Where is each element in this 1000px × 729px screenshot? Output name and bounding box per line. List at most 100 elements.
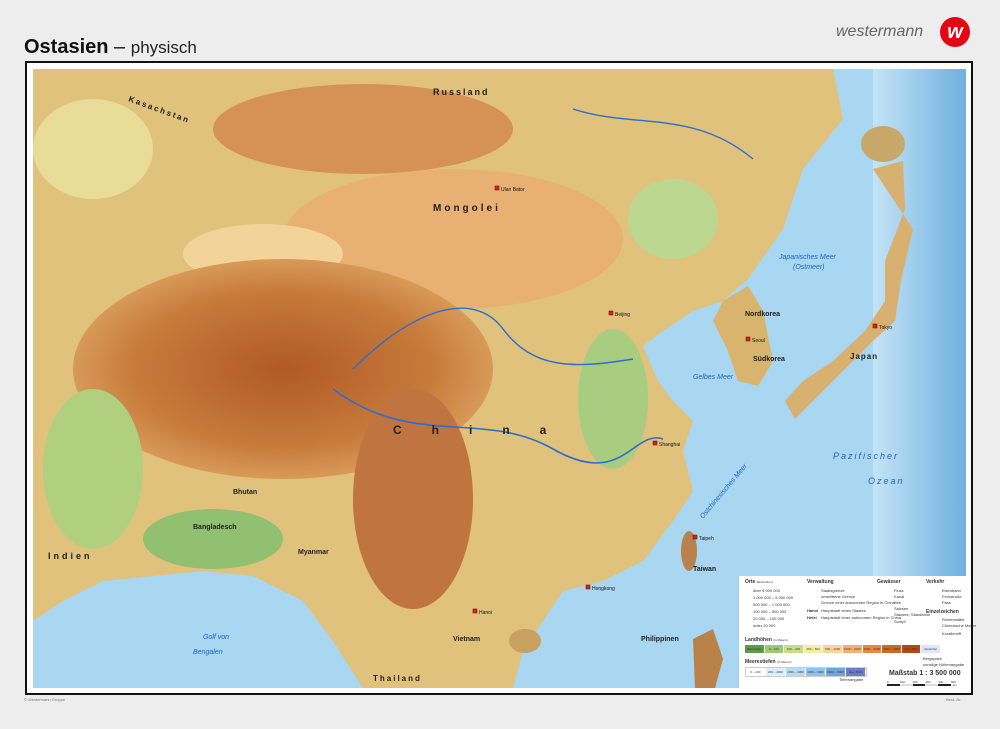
city-ulanbator-marker[interactable] [494, 185, 500, 191]
city-hanoi: Hanoi [479, 610, 492, 616]
korea [713, 286, 773, 386]
legend-swatch: über 8000 [846, 668, 866, 676]
philippines [693, 629, 723, 688]
scale-segment [925, 684, 939, 686]
city-beijing: Beijing [615, 312, 630, 318]
legend-orte-4: 20 000 – 100 000 [753, 616, 785, 621]
legend-landhoehen-title: Landhöhen (in Metern) [745, 637, 788, 643]
scale-bar: 0 100 200 300 400 500 km [887, 680, 959, 687]
legend-gewaesser-5: Sumpf [894, 619, 906, 624]
legend-swatch: 2000 – 3000 [862, 645, 883, 653]
city-taipeh-marker[interactable] [692, 534, 698, 540]
legend-swatch: 6000 – 8000 [826, 668, 846, 676]
footer-order-no: Best.-Nr. [946, 697, 962, 702]
hengduan-mountains [353, 389, 473, 609]
physical-map[interactable]: Russland Kasachstan Mongolei China Indie… [33, 69, 966, 688]
label-golf-von: Golf von [203, 634, 229, 641]
city-beijing-marker[interactable] [608, 310, 614, 316]
legend-einzelzeichen-2: Korallenriff [942, 631, 962, 636]
legend-verwaltung-0: Staatsgrenze [821, 588, 845, 593]
label-ozean: Ozean [868, 476, 905, 486]
hainan [509, 629, 541, 653]
legend-swatch: 100 – 200 [784, 645, 804, 653]
legend-hoehenangabe: sonstige Höhenangabe [923, 662, 965, 667]
legend-swatch: 0 – 200 [746, 668, 766, 676]
hokkaido [861, 126, 905, 162]
map-frame: Russland Kasachstan Mongolei China Indie… [25, 61, 976, 695]
japan [785, 161, 913, 419]
legend-verwaltung-2: Grenze einer autonomen Region in China [821, 600, 895, 605]
brand-name: westermann [836, 23, 924, 40]
city-ulanbator: Ulan Bator [501, 187, 525, 193]
legend-orte-3: 100 000 – 500 000 [753, 609, 787, 614]
legend-swatch: 4000 – 6000 [806, 668, 826, 676]
legend-swatch: 200 – 500 [803, 645, 824, 653]
label-nordkorea: Nordkorea [745, 311, 780, 318]
label-bangladesch: Bangladesch [193, 524, 237, 531]
legend-verkehr-0: Eisenbahn [942, 588, 961, 593]
legend-gewaesser-2: See [894, 600, 902, 605]
title-main: Ostasien [24, 36, 109, 58]
footer-copyright: © Westermann Gruppe [24, 697, 66, 702]
label-philippinen: Philippinen [641, 636, 679, 643]
kazakh-steppe [33, 99, 153, 199]
map-legend: Orte (Einwohner) über 5 000 000 1 000 00… [739, 576, 976, 688]
label-taiwan: Taiwan [693, 566, 716, 573]
scale-segment [899, 684, 913, 686]
city-shanghai: Shanghai [659, 442, 680, 448]
legend-swatch: Gletscher [921, 645, 941, 653]
taiwan [681, 531, 697, 571]
legend-orte-title: Orte (Einwohner) [745, 579, 773, 585]
siberia-hills [213, 84, 513, 174]
legend-verkehr-title: Verkehr [926, 579, 945, 585]
city-tokyo-marker[interactable] [872, 323, 878, 329]
scale-tick: 500 [951, 680, 957, 684]
label-pazifischer: Pazifischer [833, 451, 899, 461]
legend-verwaltung-title: Verwaltung [807, 579, 834, 585]
scale-tick: 400 [938, 680, 944, 684]
scale-tick: 200 [912, 680, 918, 684]
legend-verwaltung-4: Hauptstadt einer autonomen Region in Chi… [821, 615, 902, 620]
india-plain [43, 389, 143, 549]
legend-meerestiefen-title: Meerestiefen (in Metern) [745, 659, 792, 665]
scale-tick: 100 [899, 680, 905, 684]
westermann-logo-icon: w [940, 17, 970, 47]
city-seoul-marker[interactable] [745, 336, 751, 342]
legend-swatch: 200 – 2000 [766, 668, 786, 676]
label-gelbes-meer: Gelbes Meer [693, 374, 734, 381]
legend-sample-hefei: Hefei [807, 615, 817, 620]
label-bhutan: Bhutan [233, 489, 257, 496]
manchuria-plain [628, 179, 718, 259]
title-subtitle: physisch [130, 38, 197, 57]
legend-swatch: 0 – 100 [764, 645, 785, 653]
legend-verkehr-2: Pass [942, 600, 951, 605]
yangtze-river [332, 388, 664, 464]
city-markers [472, 185, 878, 614]
label-china: China [393, 423, 576, 437]
bengal-lowland [143, 509, 283, 569]
legend-gewaesser-title: Gewässer [877, 579, 901, 585]
legend-swatch: Depression [745, 645, 765, 653]
scale-segment [912, 684, 926, 686]
legend-meerestiefen-bar: 0 – 200 200 – 2000 2000 – 4000 4000 – 6000 6… [745, 667, 867, 677]
city-tokyo: Tokyo [879, 325, 892, 331]
legend-orte-5: unter 20 000 [753, 623, 776, 628]
legend-gewaesser-1: Kanal [894, 594, 905, 599]
city-hongkong-marker[interactable] [585, 584, 591, 590]
city-hongkong: Hongkong [592, 586, 615, 592]
legend-orte-2: 500 000 – 1 000 000 [753, 602, 790, 607]
legend-orte-0: über 5 000 000 [753, 588, 780, 593]
legend-einzelzeichen-title: Einzelzeichen [926, 609, 959, 615]
north-china-plain [578, 329, 648, 469]
yellow-river [352, 307, 634, 370]
legend-swatch: über 4000 [901, 645, 922, 653]
label-bengalen: Bengalen [193, 649, 223, 656]
city-shanghai-marker[interactable] [652, 440, 658, 446]
label-suedkorea: Südkorea [753, 356, 785, 363]
legend-einzelzeichen-0: Ruinenstätte [942, 617, 965, 622]
label-myanmar: Myanmar [298, 549, 329, 556]
city-hanoi-marker[interactable] [472, 608, 478, 614]
legend-gewaesser-0: Fluss [894, 588, 904, 593]
legend-gewaesser-4: Stausee, Staudamm [894, 612, 931, 617]
legend-swatch: 3000 – 4000 [882, 645, 902, 653]
